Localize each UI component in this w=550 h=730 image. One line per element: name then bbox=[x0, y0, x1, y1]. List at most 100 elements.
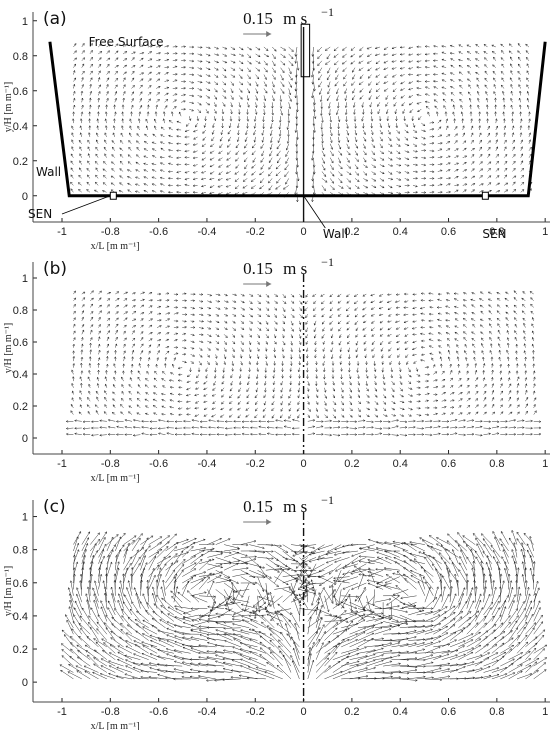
velocity-vector bbox=[332, 394, 335, 399]
velocity-vector bbox=[314, 340, 317, 346]
velocity-vector bbox=[283, 419, 292, 422]
velocity-vector bbox=[357, 394, 360, 399]
velocity-vector bbox=[184, 171, 190, 174]
velocity-vector bbox=[73, 77, 77, 82]
velocity-vector bbox=[366, 626, 383, 635]
annotation-sen-left: SEN bbox=[28, 207, 52, 221]
velocity-vector bbox=[353, 293, 359, 297]
velocity-vector bbox=[350, 582, 367, 590]
velocity-vector bbox=[399, 394, 404, 398]
velocity-vector bbox=[315, 630, 326, 648]
velocity-vector bbox=[282, 354, 285, 359]
velocity-vector bbox=[176, 135, 182, 138]
velocity-vector bbox=[72, 355, 76, 362]
velocity-vector bbox=[342, 563, 359, 570]
velocity-vector bbox=[157, 636, 174, 641]
velocity-vector bbox=[148, 549, 163, 558]
velocity-vector bbox=[525, 636, 538, 648]
velocity-vector bbox=[148, 299, 154, 302]
tank-wall bbox=[48, 41, 547, 198]
velocity-vector bbox=[392, 81, 397, 85]
velocity-vector bbox=[471, 304, 476, 308]
velocity-vector bbox=[126, 586, 133, 603]
velocity-vector bbox=[265, 314, 270, 317]
velocity-vector bbox=[323, 387, 327, 393]
velocity-vector bbox=[92, 671, 107, 680]
velocity-vector bbox=[220, 407, 225, 411]
velocity-vector bbox=[376, 576, 392, 585]
velocity-vector bbox=[347, 347, 351, 353]
velocity-vector bbox=[396, 340, 400, 344]
velocity-vector bbox=[441, 654, 459, 660]
velocity-vector bbox=[98, 316, 101, 321]
velocity-vector bbox=[232, 340, 236, 345]
velocity-vector bbox=[255, 74, 260, 80]
velocity-vector bbox=[294, 622, 300, 641]
velocity-vector bbox=[516, 665, 532, 673]
velocity-vector bbox=[324, 615, 338, 628]
velocity-vector bbox=[483, 396, 487, 402]
velocity-vector bbox=[257, 595, 261, 613]
velocity-vector bbox=[182, 299, 188, 302]
velocity-vector bbox=[449, 611, 464, 622]
velocity-vector bbox=[383, 670, 402, 673]
velocity-vector bbox=[487, 161, 492, 165]
velocity-vector bbox=[388, 347, 392, 352]
velocity-vector bbox=[340, 387, 344, 393]
velocity-vector bbox=[500, 606, 507, 622]
velocity-vector bbox=[190, 571, 207, 577]
velocity-vector bbox=[90, 297, 94, 301]
velocity-vector bbox=[438, 351, 442, 355]
velocity-vector bbox=[89, 626, 99, 641]
velocity-vector bbox=[112, 391, 116, 395]
velocity-vector bbox=[447, 343, 451, 348]
velocity-vector bbox=[152, 133, 157, 138]
velocity-vector bbox=[509, 77, 513, 82]
velocity-vector bbox=[366, 621, 384, 629]
velocity-vector bbox=[342, 582, 359, 590]
velocity-vector bbox=[165, 325, 171, 328]
velocity-vector bbox=[203, 123, 207, 128]
velocity-vector bbox=[63, 634, 74, 648]
velocity-vector bbox=[265, 610, 283, 616]
velocity-vector bbox=[404, 143, 410, 147]
velocity-vector bbox=[156, 92, 160, 96]
velocity-vector bbox=[70, 403, 74, 409]
velocity-vector bbox=[416, 60, 422, 63]
velocity-vector bbox=[383, 654, 401, 660]
velocity-vector bbox=[197, 674, 216, 680]
velocity-vector bbox=[72, 97, 76, 103]
velocity-vector bbox=[65, 427, 74, 430]
velocity-vector bbox=[281, 347, 285, 353]
velocity-vector bbox=[354, 307, 359, 311]
velocity-vector bbox=[255, 53, 261, 58]
velocity-vector bbox=[483, 383, 487, 388]
velocity-vector bbox=[298, 374, 301, 379]
velocity-vector bbox=[472, 533, 484, 545]
velocity-vector bbox=[238, 67, 244, 72]
velocity-vector bbox=[178, 413, 183, 417]
velocity-vector bbox=[396, 570, 409, 584]
velocity-vector bbox=[354, 314, 359, 318]
velocity-vector bbox=[224, 420, 233, 423]
velocity-vector bbox=[181, 66, 187, 69]
velocity-vector bbox=[524, 356, 527, 362]
velocity-vector bbox=[106, 57, 111, 61]
velocity-vector bbox=[346, 320, 350, 325]
velocity-vector bbox=[416, 386, 421, 390]
velocity-vector bbox=[299, 307, 303, 312]
velocity-vector bbox=[222, 649, 241, 654]
velocity-vector bbox=[249, 569, 265, 577]
velocity-vector bbox=[278, 116, 282, 123]
velocity-vector bbox=[462, 317, 467, 322]
y-axis-label: y/H [m m⁻¹] bbox=[3, 566, 14, 617]
velocity-vector bbox=[506, 337, 510, 342]
velocity-vector bbox=[329, 123, 333, 130]
velocity-vector bbox=[428, 338, 434, 342]
velocity-vector bbox=[93, 663, 108, 673]
velocity-vector bbox=[200, 171, 206, 174]
velocity-vector bbox=[470, 175, 476, 179]
velocity-vector bbox=[206, 656, 225, 660]
x-tick-label: -0.2 bbox=[246, 458, 265, 470]
velocity-vector bbox=[118, 190, 124, 193]
